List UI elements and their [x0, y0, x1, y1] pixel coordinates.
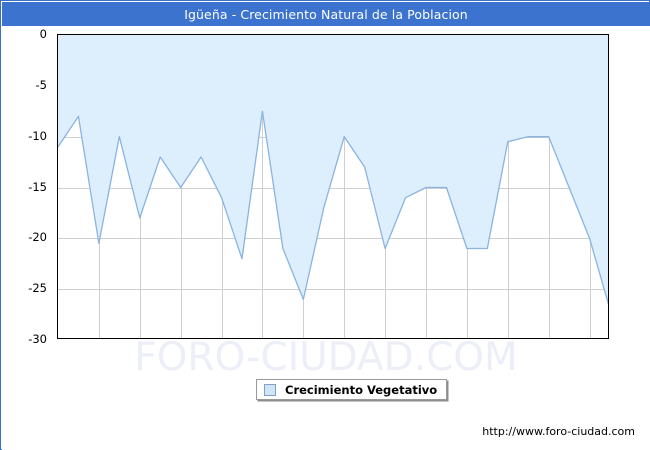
- crecimiento-vegetativo-area-series: [58, 35, 608, 305]
- page-title: Igüeña - Crecimiento Natural de la Pobla…: [184, 6, 468, 22]
- y-axis-tick-label: -30: [28, 332, 47, 346]
- y-axis-tick-label: -15: [28, 179, 47, 194]
- source-url: http://www.foro-ciudad.com: [482, 425, 635, 438]
- window-title-bar: Igüeña - Crecimiento Natural de la Pobla…: [2, 2, 650, 26]
- grid-line-horizontal: [58, 238, 608, 239]
- plot-area: [57, 34, 609, 339]
- y-axis-labels: 0 -5 -10 -15 -20 -25 -30: [1, 27, 53, 346]
- grid-line-vertical: [344, 35, 345, 338]
- y-axis-tick-label: -20: [28, 230, 47, 245]
- y-axis-tick-label: -10: [28, 128, 47, 143]
- legend-label: Crecimiento Vegetativo: [285, 382, 438, 397]
- data-line: [58, 110, 608, 305]
- grid-line-vertical: [508, 35, 509, 338]
- chart-legend[interactable]: Crecimiento Vegetativo: [256, 379, 448, 400]
- area-fill: [58, 35, 608, 303]
- grid-line-vertical: [549, 35, 550, 338]
- grid-line-horizontal: [58, 289, 608, 290]
- y-axis-tick-label: -5: [35, 77, 47, 92]
- y-axis-tick-label: -25: [28, 281, 47, 296]
- y-axis-tick-label: 0: [39, 27, 47, 41]
- grid-line-horizontal: [58, 188, 608, 189]
- legend-swatch-icon: [264, 383, 276, 396]
- grid-line-vertical: [262, 35, 263, 338]
